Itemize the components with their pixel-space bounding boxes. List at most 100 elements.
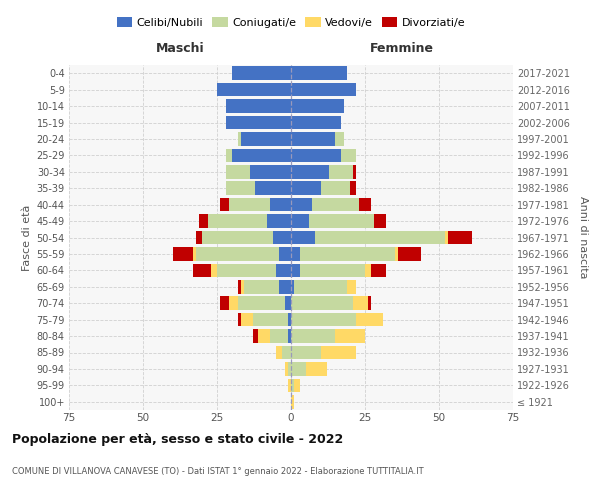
Bar [173,247,193,260]
Bar [291,148,341,162]
Bar [350,182,356,195]
Bar [241,313,253,326]
Bar [314,231,445,244]
Bar [398,247,421,260]
Bar [448,231,472,244]
Bar [291,100,344,113]
Bar [320,346,356,359]
Bar [244,280,279,293]
Bar [259,330,270,343]
Bar [279,247,291,260]
Bar [276,264,291,277]
Bar [193,264,211,277]
Bar [285,362,288,376]
Bar [232,148,291,162]
Bar [335,132,344,145]
Bar [368,296,371,310]
Bar [196,231,202,244]
Text: Maschi: Maschi [155,42,205,54]
Text: COMUNE DI VILLANOVA CANAVESE (TO) - Dati ISTAT 1° gennaio 2022 - Elaborazione TU: COMUNE DI VILLANOVA CANAVESE (TO) - Dati… [12,468,424,476]
Bar [232,66,291,80]
Bar [374,214,386,228]
Bar [226,182,256,195]
Bar [270,198,291,211]
Bar [306,362,326,376]
Bar [291,395,294,408]
Bar [199,214,208,228]
Bar [202,231,273,244]
Bar [294,378,300,392]
Bar [250,165,291,178]
Bar [238,132,241,145]
Bar [268,214,291,228]
Bar [291,66,347,80]
Bar [291,280,294,293]
Bar [211,264,217,277]
Bar [335,330,365,343]
Bar [320,182,350,195]
Bar [445,231,448,244]
Bar [256,182,291,195]
Bar [291,231,314,244]
Bar [291,165,329,178]
Bar [300,264,365,277]
Bar [347,280,356,293]
Bar [226,148,232,162]
Bar [220,296,229,310]
Bar [359,198,371,211]
Legend: Celibi/Nubili, Coniugati/e, Vedovi/e, Divorziati/e: Celibi/Nubili, Coniugati/e, Vedovi/e, Di… [116,17,466,28]
Bar [291,296,353,310]
Bar [220,198,229,211]
Bar [253,313,288,326]
Bar [238,313,241,326]
Bar [291,346,320,359]
Bar [291,264,300,277]
Bar [294,280,347,293]
Bar [291,83,356,96]
Bar [241,132,291,145]
Bar [226,100,291,113]
Bar [291,198,312,211]
Bar [329,165,353,178]
Bar [395,247,398,260]
Bar [353,165,356,178]
Bar [217,264,276,277]
Bar [288,362,291,376]
Bar [356,313,383,326]
Bar [291,214,309,228]
Text: Popolazione per età, sesso e stato civile - 2022: Popolazione per età, sesso e stato civil… [12,432,343,446]
Bar [273,231,291,244]
Bar [196,247,279,260]
Bar [285,296,291,310]
Bar [229,198,270,211]
Bar [238,280,241,293]
Bar [288,313,291,326]
Bar [291,362,306,376]
Bar [365,264,371,277]
Bar [253,330,259,343]
Bar [288,378,291,392]
Bar [217,83,291,96]
Bar [291,378,294,392]
Bar [309,214,374,228]
Bar [291,132,335,145]
Bar [291,330,335,343]
Bar [229,296,238,310]
Bar [282,346,291,359]
Bar [353,296,368,310]
Y-axis label: Fasce di età: Fasce di età [22,204,32,270]
Bar [341,148,356,162]
Text: Femmine: Femmine [370,42,434,54]
Bar [291,182,320,195]
Bar [270,330,288,343]
Bar [291,247,300,260]
Bar [193,247,196,260]
Bar [241,280,244,293]
Bar [208,214,268,228]
Y-axis label: Anni di nascita: Anni di nascita [578,196,589,279]
Bar [279,280,291,293]
Bar [288,330,291,343]
Bar [291,116,341,129]
Bar [312,198,359,211]
Bar [291,313,356,326]
